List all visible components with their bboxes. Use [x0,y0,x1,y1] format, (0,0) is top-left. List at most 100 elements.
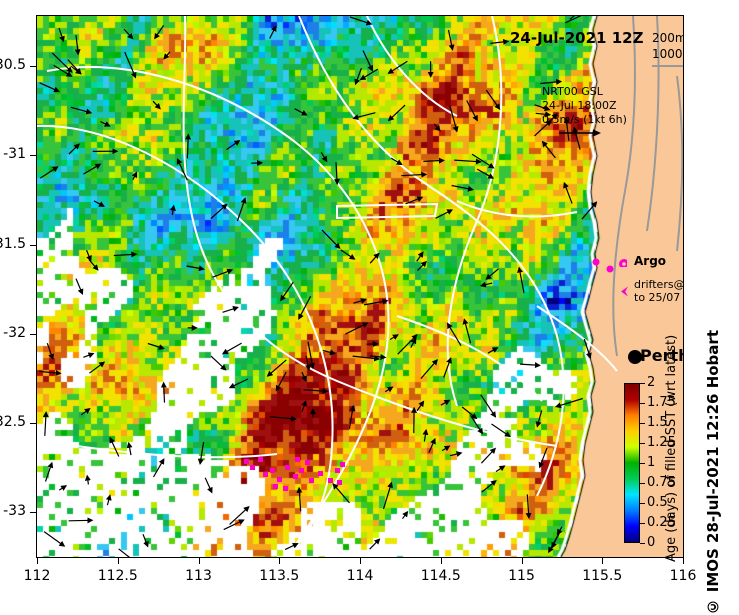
current-vector [384,483,392,509]
current-vector [89,260,98,270]
current-vector [172,206,173,215]
current-legend-source: NRT00 GSL [542,85,603,98]
current-vector [452,186,473,190]
drifter-marker[interactable] [263,472,268,477]
current-vector [39,371,61,373]
drifter-marker[interactable] [293,474,298,479]
current-vector [540,448,547,467]
current-vector [556,399,583,407]
current-vector [281,282,293,300]
current-vector [76,279,82,294]
current-vector [391,158,402,164]
x-tick-label: 112 [7,568,67,584]
current-vector [89,362,104,373]
map-plot-area[interactable]: 24-Jul-2021 12Z 200m 1000m NRT00 GSL 24-… [36,15,684,558]
drifter-marker[interactable] [299,468,304,473]
y-tick [30,66,36,67]
drifter-marker[interactable] [285,465,290,470]
current-vector [417,402,424,411]
current-vector [582,202,597,219]
y-tick [30,334,36,335]
current-vector [213,270,232,277]
x-tick-label: 116 [653,568,713,584]
current-vector [211,356,226,370]
current-vector [401,174,426,175]
current-vector [268,360,287,376]
current-vector [119,549,141,557]
drifter-marker[interactable] [337,480,342,485]
isobath-contour [457,201,577,216]
colorbar-tick [640,483,645,484]
current-vector [481,283,492,286]
drifter-marker[interactable] [270,468,275,473]
drifter-marker[interactable] [318,471,323,476]
drifter-marker[interactable] [244,459,249,464]
drifter-marker[interactable] [335,468,340,473]
argo-marker[interactable] [607,266,614,273]
current-legend-scale: 0.5m/s (1kt 6h) [542,113,627,126]
drifter-marker[interactable] [328,478,333,483]
drifter-marker-icon [619,286,630,297]
current-vector [40,167,57,178]
x-tick-label: 115.5 [572,568,632,584]
current-vector [496,466,505,472]
y-tick-label: -31.5 [0,236,26,252]
current-vector [83,164,100,174]
current-vector [83,354,93,358]
current-vector [462,407,476,418]
current-vector [341,250,355,259]
current-vector [398,335,417,354]
current-vector [540,82,561,84]
current-vector [299,488,301,511]
x-tick-label: 112.5 [88,568,148,584]
current-vector [133,173,137,180]
x-tick-label: 114 [330,568,390,584]
current-vector [448,324,461,346]
drifter-marker[interactable] [277,477,282,482]
current-vector [406,197,423,204]
isobath-contour [299,16,564,496]
current-vector [59,28,64,41]
current-vector [481,449,495,464]
drifter-marker[interactable] [295,457,300,462]
current-vector [429,439,435,453]
current-vector [94,201,104,206]
current-vector [543,142,556,158]
current-vector [345,323,367,334]
y-tick [30,512,36,513]
current-vector [237,198,245,221]
argo-marker-icon [618,258,627,267]
current-vector [442,446,449,451]
current-vector [385,387,392,392]
current-vector [370,539,380,549]
isobath-contour [37,126,333,557]
y-tick-label: -32.5 [0,414,26,430]
current-vector [441,400,449,405]
current-vector [361,69,378,79]
drifter-marker[interactable] [273,484,278,489]
current-vector [537,410,541,426]
current-vector [110,438,119,457]
current-arrow-icon [557,127,603,139]
drifter-marker[interactable] [283,486,288,491]
argo-marker[interactable] [593,259,600,266]
x-tick-label: 114.5 [411,568,471,584]
drifter-marker[interactable] [258,457,263,462]
drifter-marker[interactable] [305,460,310,465]
drifter-marker[interactable] [309,478,314,483]
current-vector [205,478,212,493]
colorbar-tick-label: 0 [647,535,655,550]
current-vector [464,319,470,343]
current-vector [69,520,93,521]
drifter-marker[interactable] [340,462,345,467]
colorbar-tick-label: 2 [647,375,655,390]
current-vector [527,494,529,517]
current-vector [155,25,164,38]
current-vector [423,160,443,161]
x-tick [199,558,200,564]
depth-legend-1000m: 1000m [652,47,684,61]
current-vector [187,266,204,269]
colorbar-tick [640,463,645,464]
drifter-marker[interactable] [250,465,255,470]
current-vector [486,90,499,109]
